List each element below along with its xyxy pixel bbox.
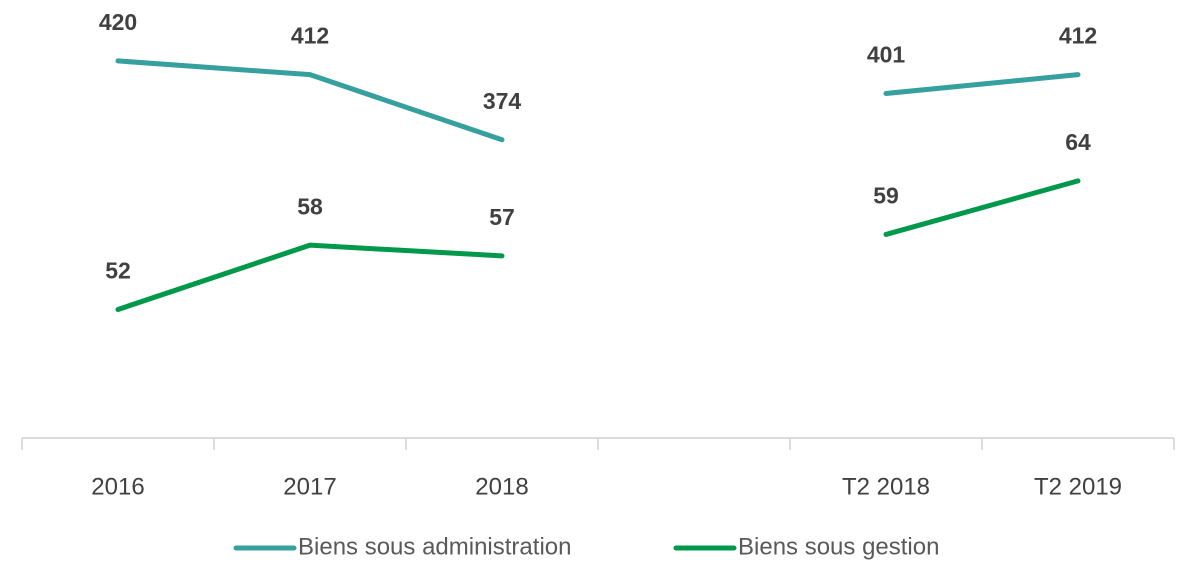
data-label: 58 xyxy=(297,193,323,219)
data-label: 401 xyxy=(867,42,906,68)
data-label: 59 xyxy=(873,183,899,209)
series-line xyxy=(115,58,1081,143)
data-label: 64 xyxy=(1065,129,1091,155)
x-tick-label: T2 2019 xyxy=(1034,473,1122,500)
data-label: 374 xyxy=(483,88,522,114)
x-tick-label: T2 2018 xyxy=(842,473,930,500)
legend-label: Biens sous administration xyxy=(298,533,571,560)
x-tick-label: 2016 xyxy=(91,473,144,500)
data-label: 57 xyxy=(489,204,515,230)
x-tick-label: 2017 xyxy=(283,473,336,500)
data-label: 412 xyxy=(1059,23,1097,49)
series-line xyxy=(115,178,1081,312)
data-label: 412 xyxy=(291,23,329,49)
data-label: 52 xyxy=(105,258,131,284)
data-label: 420 xyxy=(99,9,137,35)
legend-label: Biens sous gestion xyxy=(738,533,939,560)
x-tick-label: 2018 xyxy=(475,473,528,500)
